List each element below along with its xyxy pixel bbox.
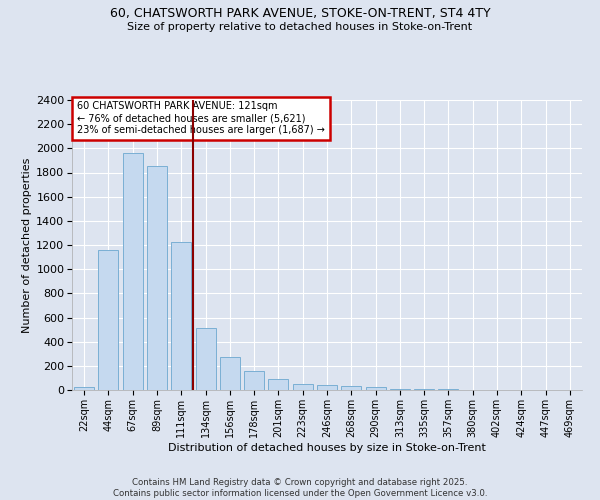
Bar: [172, 242, 191, 390]
Bar: [123, 153, 143, 390]
Bar: [74, 387, 94, 390]
Bar: [268, 379, 289, 390]
Bar: [147, 166, 167, 390]
X-axis label: Distribution of detached houses by size in Stoke-on-Trent: Distribution of detached houses by size …: [168, 442, 486, 452]
Bar: [365, 388, 386, 390]
Text: 60, CHATSWORTH PARK AVENUE, STOKE-ON-TRENT, ST4 4TY: 60, CHATSWORTH PARK AVENUE, STOKE-ON-TRE…: [110, 8, 490, 20]
Bar: [98, 250, 118, 390]
Bar: [220, 358, 240, 390]
Bar: [293, 384, 313, 390]
Text: Size of property relative to detached houses in Stoke-on-Trent: Size of property relative to detached ho…: [127, 22, 473, 32]
Bar: [341, 386, 361, 390]
Text: 60 CHATSWORTH PARK AVENUE: 121sqm
← 76% of detached houses are smaller (5,621)
2: 60 CHATSWORTH PARK AVENUE: 121sqm ← 76% …: [77, 102, 325, 134]
Bar: [317, 385, 337, 390]
Text: Contains HM Land Registry data © Crown copyright and database right 2025.
Contai: Contains HM Land Registry data © Crown c…: [113, 478, 487, 498]
Bar: [244, 372, 264, 390]
Bar: [390, 388, 410, 390]
Bar: [196, 328, 215, 390]
Y-axis label: Number of detached properties: Number of detached properties: [22, 158, 32, 332]
